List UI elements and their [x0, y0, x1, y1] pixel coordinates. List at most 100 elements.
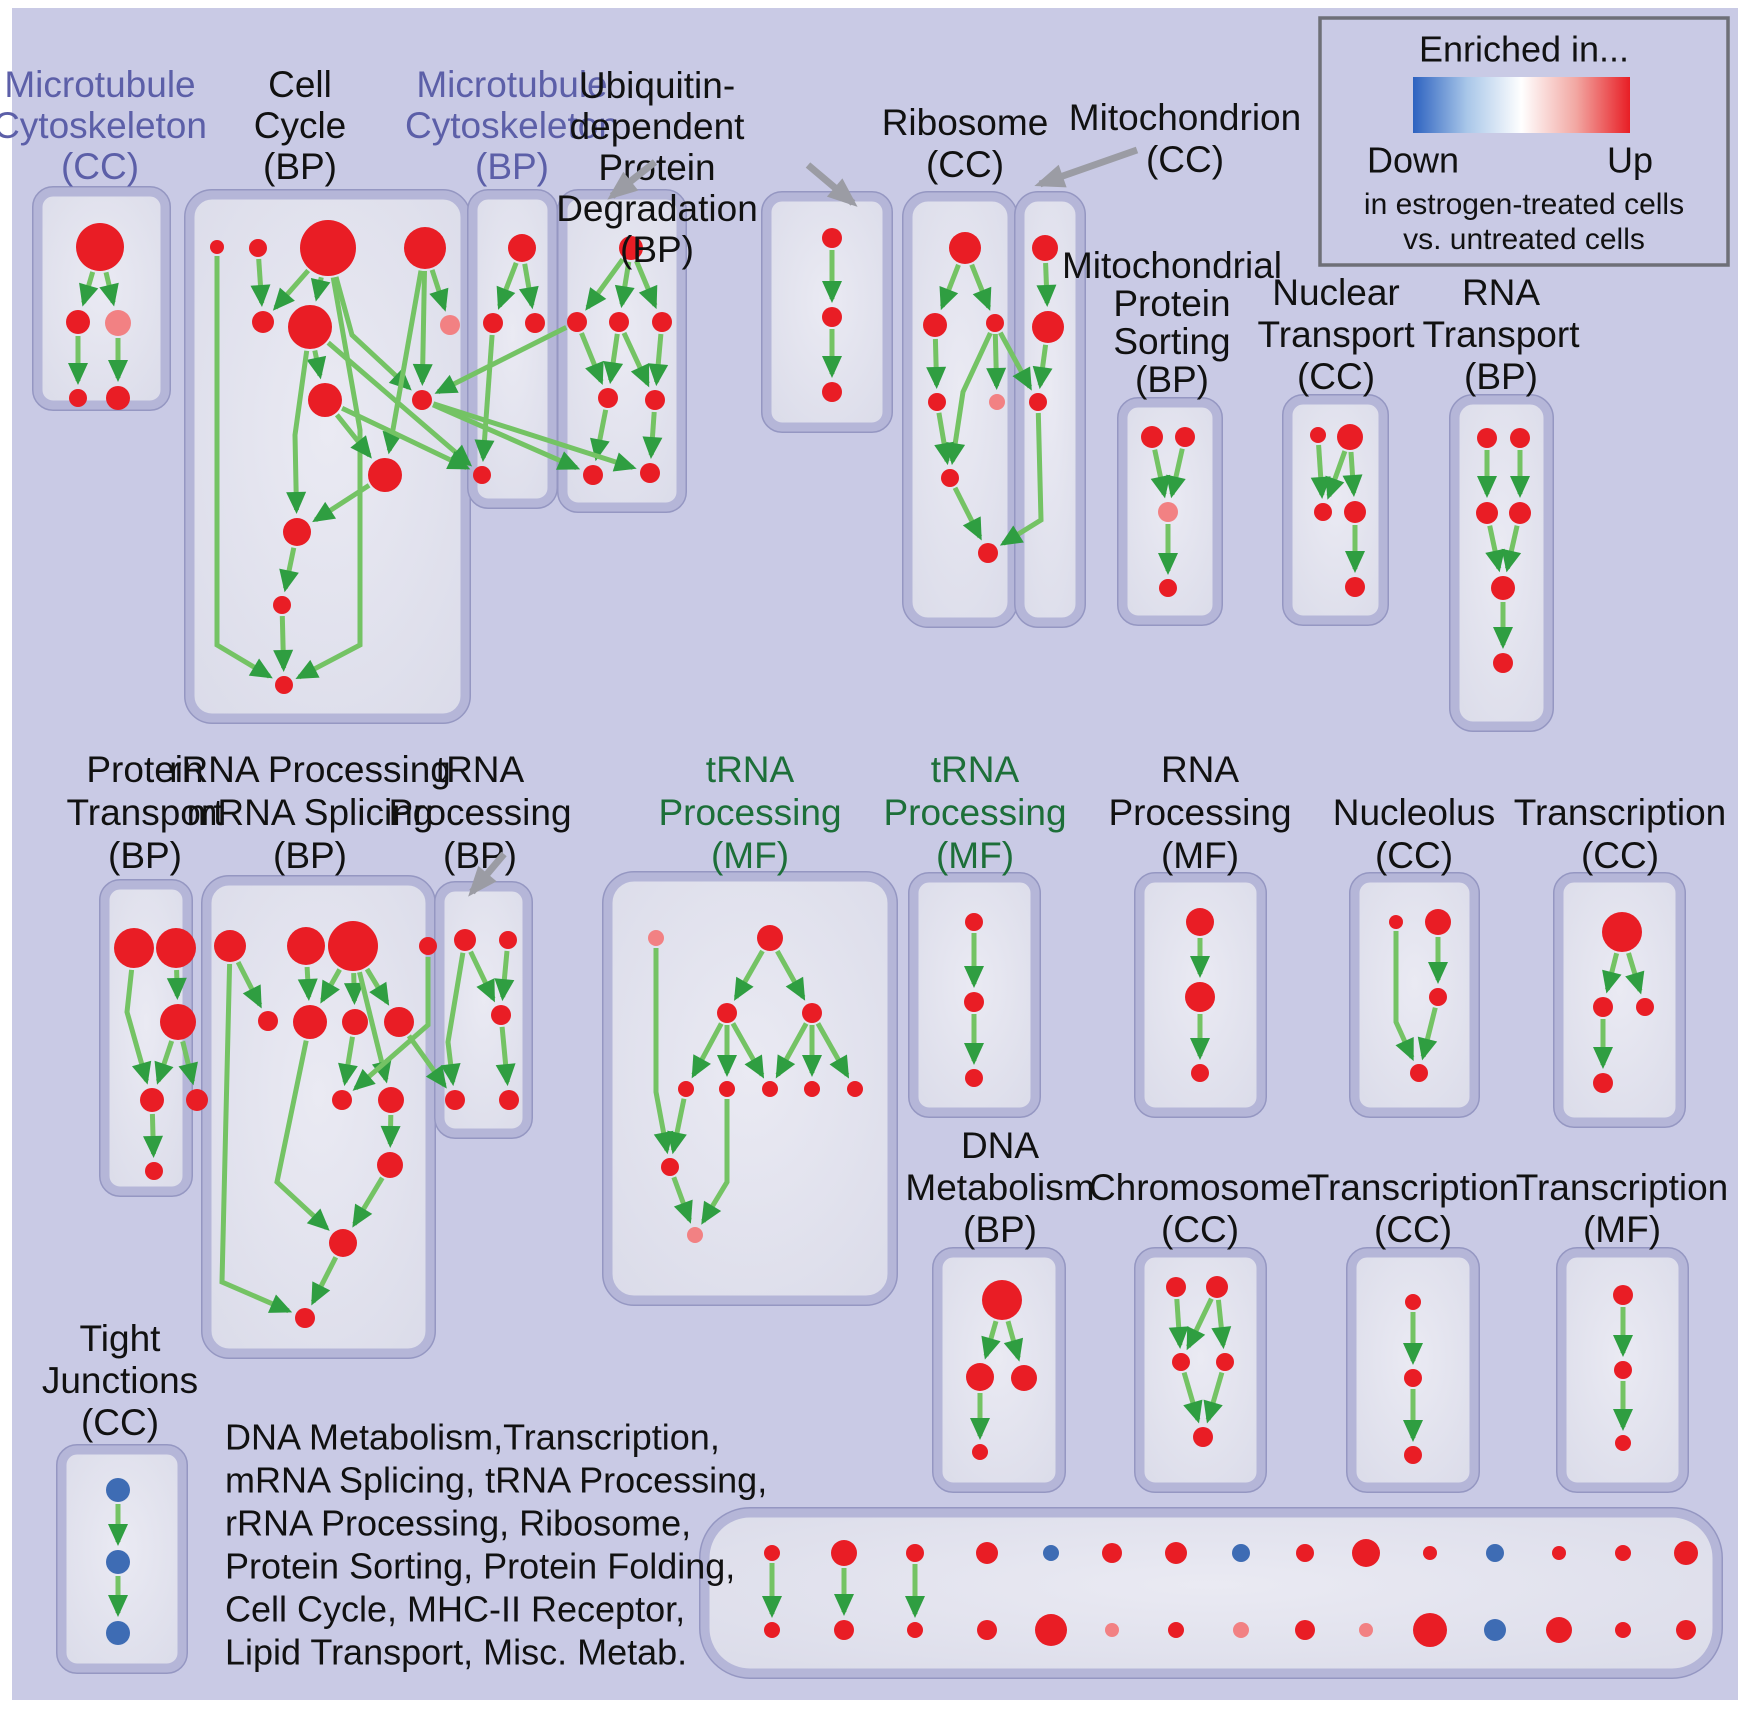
category-label: Protein — [598, 147, 715, 188]
gene-set-node-red — [258, 1011, 278, 1031]
mixed-categories-caption-line: rRNA Processing, Ribosome, — [225, 1503, 691, 1544]
gene-set-node-pink — [1158, 502, 1178, 522]
category-label: (BP) — [475, 146, 549, 187]
category-label: Degradation — [556, 188, 758, 229]
mixed-categories-caption-line: Lipid Transport, Misc. Metab. — [225, 1632, 687, 1673]
gene-set-node-red — [1552, 1546, 1566, 1560]
category-label: (CC) — [1375, 835, 1453, 876]
category-label: Cell — [268, 64, 332, 105]
category-label: Junctions — [42, 1360, 198, 1401]
edge-nucleolus-cc — [1417, 1007, 1438, 1061]
edge-mt-cytoskeleton-cc — [99, 271, 119, 307]
edge-trna-processing-mf-large — [691, 1022, 724, 1079]
gene-set-node-red — [76, 223, 124, 271]
gene-set-node-pink — [1359, 1623, 1373, 1637]
gene-set-node-red — [1509, 502, 1531, 524]
edge-transcription-cc-mid — [1625, 952, 1645, 995]
edge-cell-cycle — [295, 277, 363, 680]
category-label: Mitochondrion — [1069, 97, 1301, 138]
gene-set-node-red — [1615, 1435, 1631, 1451]
gene-set-node-red — [1352, 1539, 1380, 1567]
edge-protein-transport — [124, 969, 152, 1085]
edge-ubiquitin-degradation-1 — [642, 411, 663, 459]
category-label: Transport — [1423, 314, 1581, 355]
gene-set-node-red — [329, 1229, 357, 1257]
category-box-rna-transport — [1450, 395, 1553, 731]
edge-rrna-mrna-processing — [352, 1176, 385, 1228]
category-box-outline-mt-cytoskeleton-cc — [32, 186, 171, 411]
edge-ribosome-cc — [934, 412, 954, 466]
gene-set-node-red — [252, 311, 274, 333]
category-box-nucleolus-cc — [1350, 873, 1479, 1117]
label-pointer-arrow — [805, 162, 858, 207]
edge-trna-processing-bp — [440, 952, 466, 1087]
edge-mt-cytoskeleton-bp — [496, 262, 519, 310]
category-box-transcription-cc-mid — [1554, 873, 1685, 1127]
edge-mitochondrion-cc — [1032, 344, 1053, 390]
edge-rna-transport — [1501, 525, 1522, 573]
gene-set-node-red — [1296, 1544, 1314, 1562]
edge-trna-processing-mf-large — [815, 1022, 850, 1079]
category-box-outline-rna-transport — [1449, 394, 1554, 732]
gene-set-node-red — [583, 465, 603, 485]
edge-rrna-mrna-processing — [310, 1256, 339, 1306]
edge-trna-processing-mf-large — [775, 1022, 809, 1079]
category-label: (BP) — [263, 146, 337, 187]
category-label: (BP) — [1464, 356, 1538, 397]
category-box-mt-cytoskeleton-bp — [468, 190, 557, 508]
category-label: Sorting — [1113, 321, 1230, 362]
gene-set-node-red — [1337, 424, 1363, 450]
edge-protein-transport — [166, 969, 187, 1000]
gene-set-node-red — [1423, 1546, 1437, 1560]
edge-trna-processing-mf-large — [730, 1022, 765, 1079]
edge-chromosome-cc — [1181, 1371, 1203, 1424]
gene-set-node-red — [923, 313, 947, 337]
category-label: tRNA — [706, 749, 795, 790]
category-label: Transport — [1258, 314, 1416, 355]
gene-set-node-red — [965, 913, 983, 931]
edge-cell-cycle — [333, 276, 412, 391]
gene-set-node-red — [1035, 1614, 1067, 1646]
cross-edge — [431, 402, 581, 471]
category-label: Cytoskeleton — [0, 105, 207, 146]
gene-set-node-red — [978, 543, 998, 563]
gene-set-node-red — [1593, 1073, 1613, 1093]
category-label: Transcription — [1307, 1167, 1519, 1208]
gene-set-node-red — [342, 1009, 368, 1035]
gene-set-node-red — [1636, 998, 1654, 1016]
gene-set-node-red — [907, 1622, 923, 1638]
gene-set-node-red — [412, 390, 432, 410]
gene-set-node-red — [1011, 1365, 1037, 1391]
category-label: (BP) — [108, 835, 182, 876]
edge-cell-cycle — [286, 350, 310, 514]
mixed-categories-caption-line: Cell Cycle, MHC-II Receptor, — [225, 1589, 685, 1630]
gene-set-node-red — [186, 1089, 208, 1111]
category-label: Microtubule — [416, 64, 607, 105]
gene-set-node-red — [1613, 1285, 1633, 1305]
category-box-outline-mixed-categories — [699, 1507, 1723, 1679]
gene-set-node-red — [1674, 1541, 1698, 1565]
gene-set-node-red — [1389, 915, 1403, 929]
edge-ubiquitin-degradation-1 — [590, 409, 610, 462]
category-box-outline-dna-metabolism — [932, 1247, 1066, 1493]
category-label: (MF) — [1583, 1209, 1661, 1250]
gene-set-node-red — [1141, 426, 1163, 448]
category-box-outline-mito-protein-sorting — [1117, 397, 1223, 626]
category-label: (CC) — [81, 1402, 159, 1443]
gene-set-node-red — [1413, 1613, 1447, 1647]
gene-set-node-red — [964, 992, 984, 1012]
gene-set-node-red — [1345, 577, 1365, 597]
category-box-outline-nuclear-transport — [1282, 394, 1389, 626]
gene-set-node-red — [1185, 982, 1215, 1012]
edge-cell-cycle — [382, 270, 424, 455]
gene-set-node-red — [293, 1005, 327, 1039]
gene-set-node-red — [140, 1088, 164, 1112]
gene-set-node-red — [1593, 997, 1613, 1017]
gene-set-node-red — [1476, 502, 1498, 524]
gene-set-node-red — [1172, 1353, 1190, 1371]
category-label: (CC) — [1374, 1209, 1452, 1250]
gene-set-node-red — [949, 232, 981, 264]
gene-set-node-red — [986, 314, 1004, 332]
gene-set-node-red — [1615, 1545, 1631, 1561]
category-label: Processing — [388, 792, 571, 833]
